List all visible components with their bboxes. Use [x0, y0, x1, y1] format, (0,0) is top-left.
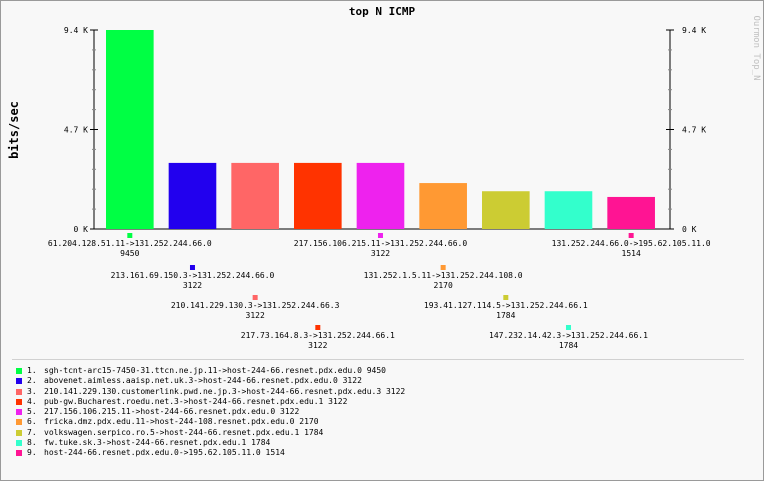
legend-swatch — [16, 398, 22, 405]
legend-item-number: 5. — [27, 407, 37, 417]
bar-category-label: 61.204.128.51.11->131.252.244.66.0 — [48, 239, 212, 248]
bar-value-label: 2170 — [434, 281, 453, 290]
bar-value-label: 3122 — [371, 249, 390, 258]
y-tick-label-left: 9.4 K — [64, 26, 88, 35]
bar-label-marker — [628, 233, 634, 238]
legend-item-text: volkswagen.serpico.ro.5->host-244-66.res… — [44, 427, 324, 437]
legend-item: 2. abovenet.aimless.aaisp.net.uk.3->host-… — [12, 376, 752, 386]
y-tick-label-right: 9.4 K — [682, 26, 706, 35]
legend-item-number: 2. — [27, 376, 37, 386]
legend-swatch — [16, 368, 22, 374]
bar-value-label: 1514 — [622, 249, 641, 258]
legend-item: 6. fricka.dmz.pdx.edu.11->host-244-108.re… — [12, 417, 752, 427]
bar-label-marker — [377, 233, 383, 238]
legend-swatch — [16, 419, 22, 426]
y-tick-label-right: 0 K — [682, 225, 697, 234]
legend-item-text: pub-gw.Bucharest.roedu.net.3->host-244-6… — [44, 396, 348, 406]
bar-category-label: 210.141.229.130.3->131.252.244.66.3 — [171, 301, 340, 310]
bar-category-label: 131.252.1.5.11->131.252.244.108.0 — [364, 271, 523, 280]
legend-swatch — [16, 388, 22, 395]
legend-item-text: 210.141.229.130.customerlink.pwd.ne.jp.3… — [44, 386, 406, 396]
bar — [294, 162, 342, 229]
bar-category-label: 217.73.164.8.3->131.252.244.66.1 — [241, 331, 395, 340]
bar-label-marker — [189, 265, 195, 270]
legend-item: 8. fw.tuke.sk.3->host-244-66.resnet.pdx.e… — [12, 438, 752, 448]
bar-label-marker — [252, 295, 258, 300]
y-tick-label-left: 0 K — [74, 225, 89, 234]
bar-category-label: 147.232.14.42.3->131.252.244.66.1 — [489, 331, 648, 340]
legend-item-text: abovenet.aimless.aaisp.net.uk.3->host-24… — [44, 376, 362, 386]
chart-canvas: top N ICMP bits/sec Ourmon Top_N 0 K 0 K 4… — [7, 5, 761, 360]
bar — [544, 191, 593, 229]
bar-label-marker — [440, 265, 446, 270]
legend-item: 9. host-244-66.resnet.pdx.edu.0->195.62.1… — [12, 448, 752, 458]
legend-item: 7. volkswagen.serpico.ro.5->host-244-66.r… — [12, 428, 752, 438]
bar — [419, 183, 467, 229]
y-axis-label: bits/sec — [7, 101, 21, 159]
bar-category-label: 131.252.244.66.0->195.62.105.11.0 — [552, 239, 711, 248]
legend: 1. sgh-tcnt-arc15-7450-31.ttcn.ne.jp.11->… — [12, 366, 752, 459]
legend-item-number: 8. — [27, 438, 37, 448]
legend-item-number: 1. — [27, 366, 37, 375]
bar — [231, 162, 279, 229]
bar-category-label: 213.161.69.150.3->131.252.244.66.0 — [111, 271, 275, 280]
legend-item: 3. 210.141.229.130.customerlink.pwd.ne.jp… — [12, 387, 752, 397]
legend-swatch — [16, 429, 22, 436]
legend-item-number: 4. — [27, 396, 37, 406]
bar-value-label: 3122 — [308, 341, 327, 350]
bar — [607, 196, 655, 229]
legend-swatch — [16, 450, 22, 457]
bar-category-label: 193.41.127.114.5->131.252.244.66.1 — [424, 301, 588, 310]
chart-title: top N ICMP — [349, 5, 416, 18]
bar-value-label: 1784 — [559, 341, 578, 350]
y-tick-label-left: 4.7 K — [64, 126, 88, 135]
bar-value-label: 9450 — [120, 249, 139, 258]
legend-item-text: 217.156.106.215.11->host-244-66.resnet.p… — [44, 407, 300, 417]
watermark: Ourmon Top_N — [751, 15, 761, 80]
legend-item: 5. 217.156.106.215.11->host-244-66.resnet… — [12, 407, 752, 417]
legend-item-number: 3. — [27, 386, 37, 396]
bar-label-marker — [315, 325, 321, 330]
bar — [106, 30, 154, 229]
legend-item-text: host-244-66.resnet.pdx.edu.0->195.62.105… — [44, 448, 285, 458]
y-tick-label-right: 4.7 K — [682, 126, 706, 135]
legend-item-number: 7. — [27, 427, 37, 437]
bar — [356, 162, 405, 229]
legend-item: 4. pub-gw.Bucharest.roedu.net.3->host-244… — [12, 397, 752, 407]
legend-swatch — [16, 409, 22, 416]
legend-item-text: sgh-tcnt-arc15-7450-31.ttcn.ne.jp.11->ho… — [44, 366, 386, 375]
legend-item-text: fw.tuke.sk.3->host-244-66.resnet.pdx.edu… — [44, 438, 271, 448]
bar — [482, 191, 530, 229]
legend-swatch — [16, 378, 22, 385]
bar-label-marker — [127, 233, 133, 238]
legend-item-text: fricka.dmz.pdx.edu.11->host-244-108.resn… — [44, 417, 319, 427]
bar-value-label: 3122 — [183, 281, 202, 290]
legend-item-number: 9. — [27, 448, 37, 458]
legend-swatch — [16, 440, 22, 447]
bar-label-marker — [503, 295, 509, 300]
legend-item: 1. sgh-tcnt-arc15-7450-31.ttcn.ne.jp.11->… — [12, 366, 752, 376]
bar-label-marker — [565, 325, 571, 330]
bar-value-label: 1784 — [496, 311, 515, 320]
bar-value-label: 3122 — [246, 311, 265, 320]
legend-item-number: 6. — [27, 417, 37, 427]
bar — [168, 162, 217, 229]
bar-category-label: 217.156.106.215.11->131.252.244.66.0 — [294, 239, 468, 248]
